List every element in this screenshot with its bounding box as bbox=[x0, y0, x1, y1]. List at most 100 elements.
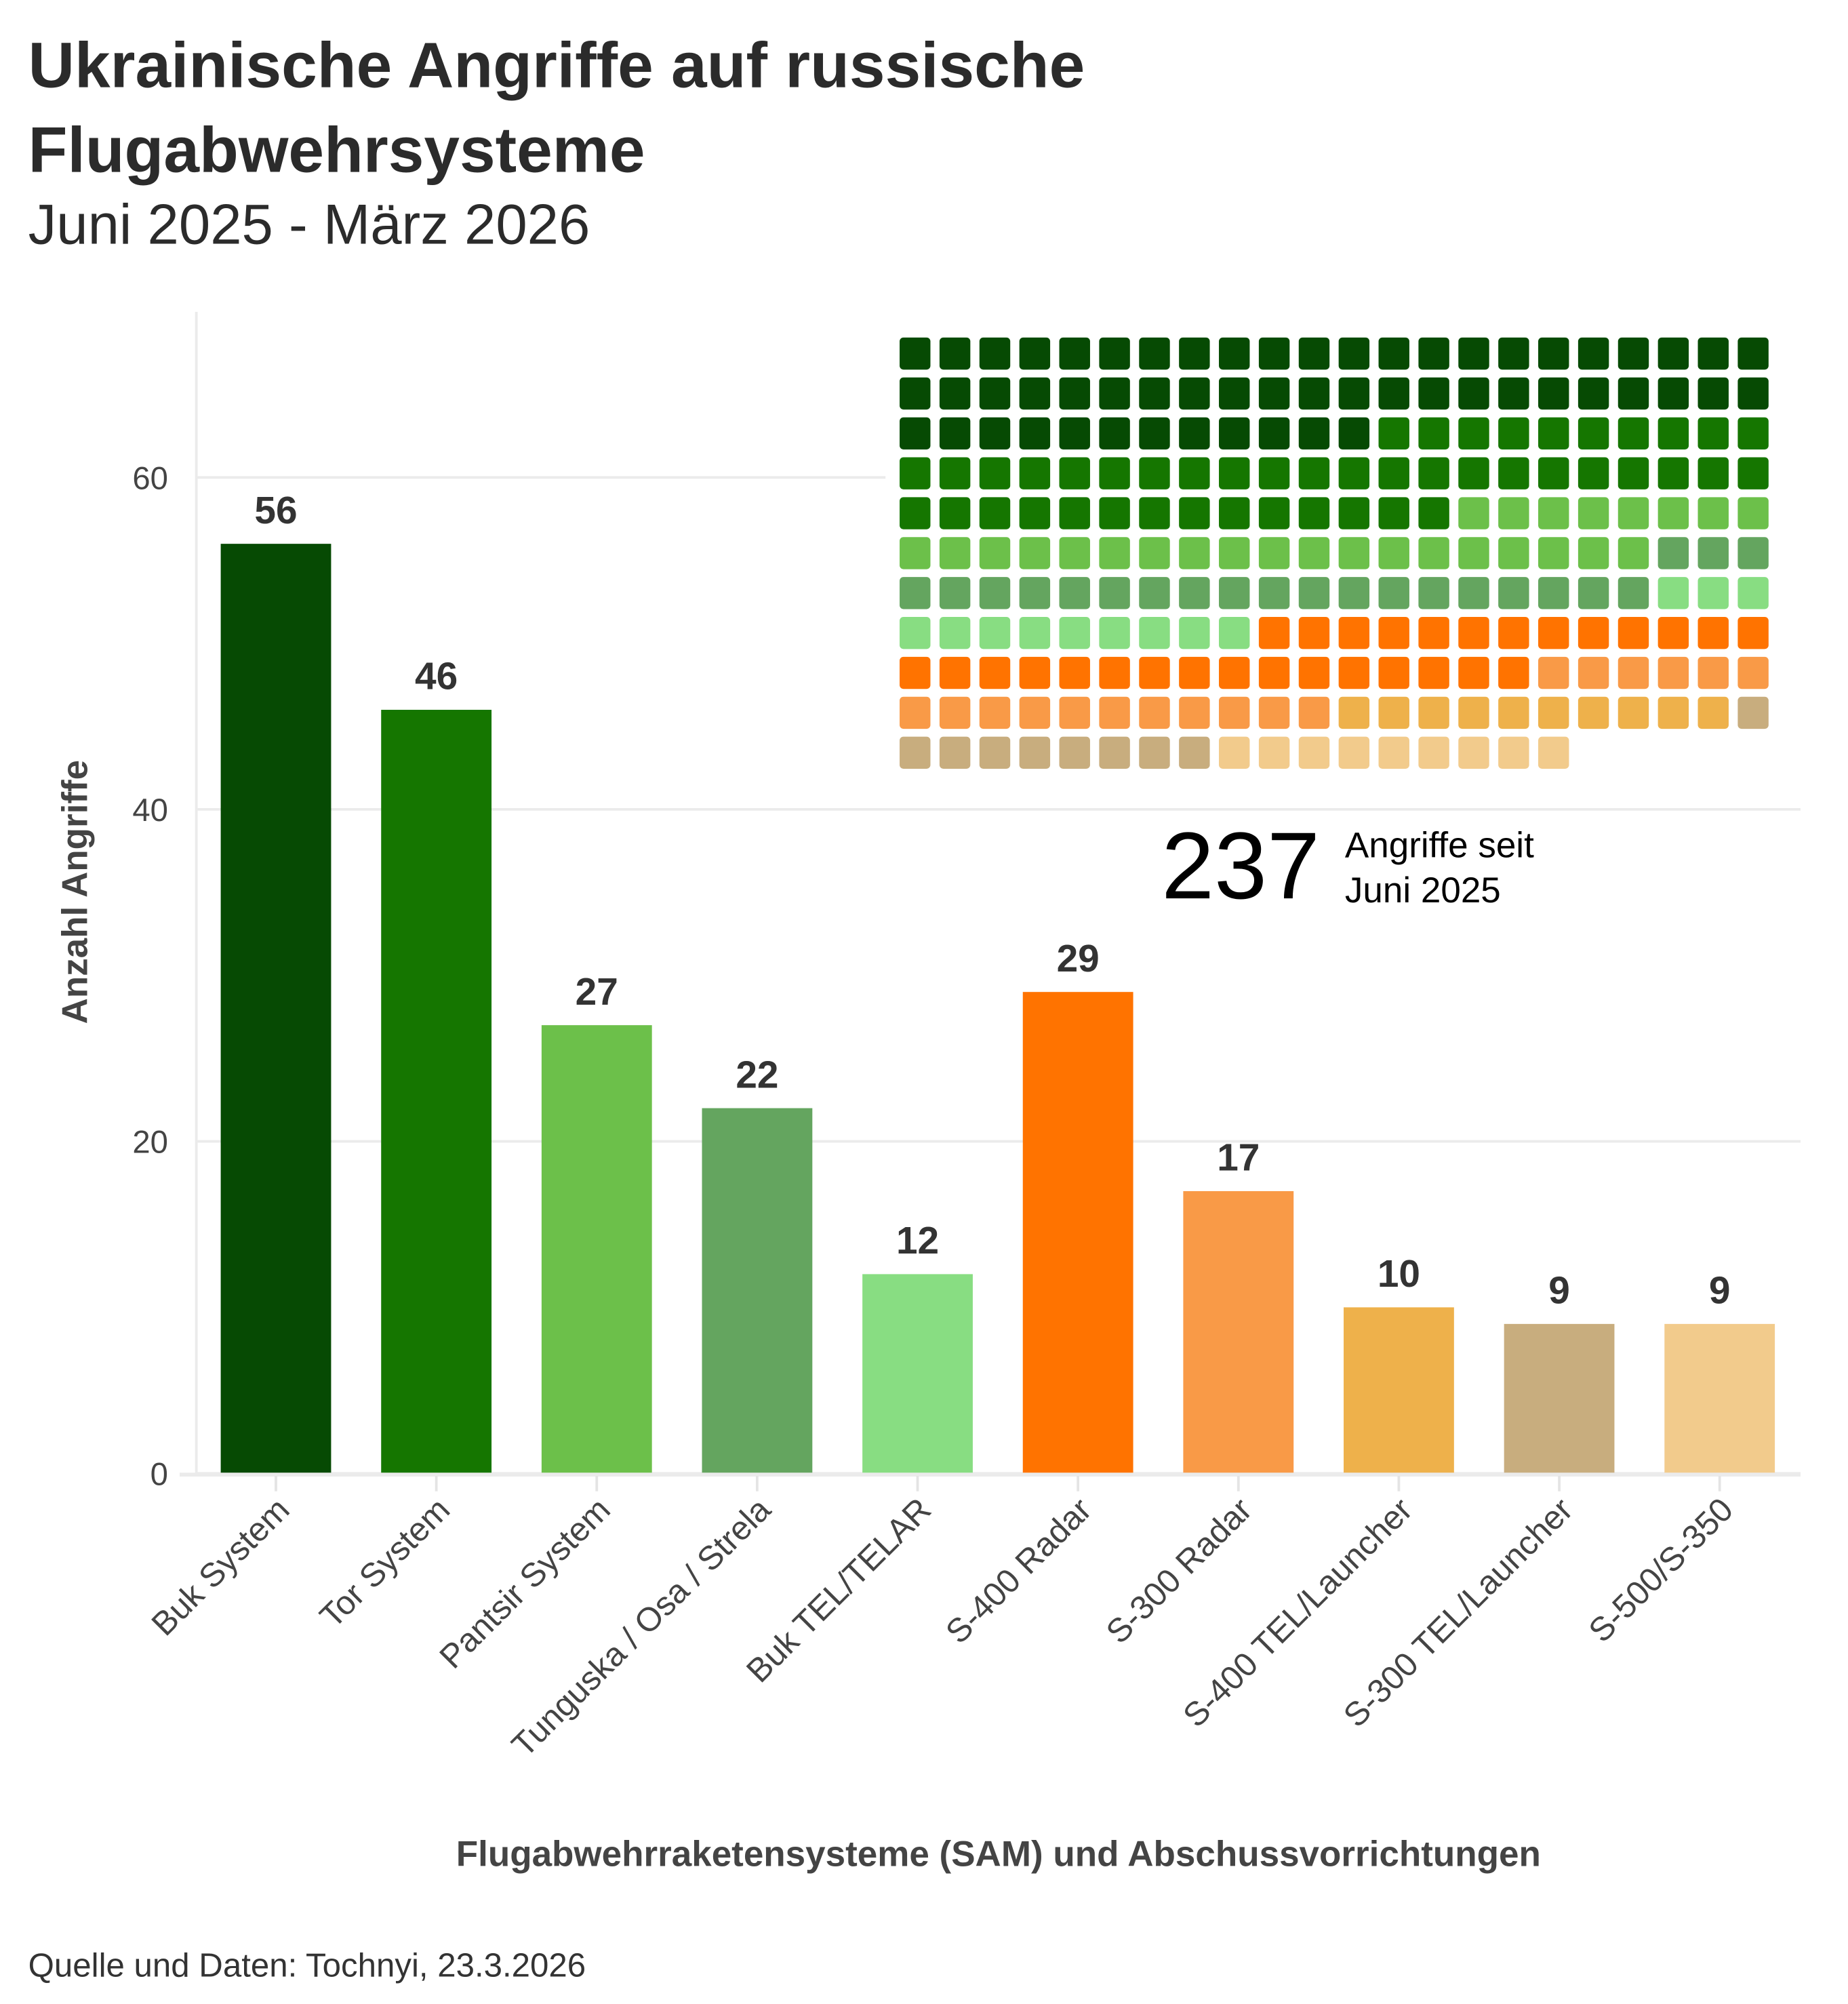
bars: 56 46 27 22 12 29 17 10 9 9 bbox=[220, 489, 1775, 1474]
waffle-cell bbox=[1179, 656, 1210, 689]
waffle-cell bbox=[1498, 377, 1529, 410]
waffle-cell bbox=[900, 696, 931, 729]
waffle-cell bbox=[1099, 616, 1130, 649]
waffle-cell bbox=[1578, 577, 1609, 609]
waffle-cell bbox=[1737, 537, 1769, 569]
waffle-cell bbox=[1498, 736, 1529, 769]
waffle-cell bbox=[900, 337, 931, 370]
waffle-cell bbox=[1099, 577, 1130, 609]
waffle-cell bbox=[900, 616, 931, 649]
waffle-cell bbox=[1498, 417, 1529, 449]
waffle-cell bbox=[1618, 337, 1649, 370]
waffle-cell bbox=[1258, 377, 1290, 410]
waffle-cell bbox=[1378, 696, 1409, 729]
x-axis-title: Flugabwehrraketensysteme (SAM) und Absch… bbox=[456, 1834, 1541, 1874]
waffle-cell bbox=[939, 337, 971, 370]
waffle-cell bbox=[900, 417, 931, 449]
waffle-cell bbox=[1179, 696, 1210, 729]
waffle-cell bbox=[1258, 696, 1290, 729]
waffle-cell bbox=[1458, 417, 1489, 449]
waffle-cell bbox=[1698, 417, 1729, 449]
waffle-cell bbox=[1498, 656, 1529, 689]
bar-0 bbox=[220, 544, 332, 1474]
waffle-cell bbox=[979, 616, 1011, 649]
waffle-cell bbox=[1418, 616, 1449, 649]
waffle-cell bbox=[1498, 337, 1529, 370]
total-count: 237 bbox=[1161, 812, 1320, 919]
waffle-cell bbox=[1658, 497, 1689, 529]
waffle-cell bbox=[1378, 537, 1409, 569]
waffle-cell bbox=[1219, 696, 1250, 729]
waffle-cell bbox=[1179, 417, 1210, 449]
waffle-cell bbox=[1298, 577, 1330, 609]
waffle-cell bbox=[1418, 696, 1449, 729]
waffle-cell bbox=[1219, 497, 1250, 529]
waffle-cell bbox=[1139, 377, 1170, 410]
waffle-cell bbox=[939, 616, 971, 649]
x-category-label: Buk System bbox=[144, 1491, 297, 1643]
waffle-cell bbox=[1498, 616, 1529, 649]
waffle-cell bbox=[1538, 497, 1569, 529]
waffle-cell bbox=[1258, 337, 1290, 370]
waffle-cell bbox=[1538, 696, 1569, 729]
waffle-cell bbox=[1298, 736, 1330, 769]
waffle-cell bbox=[1578, 656, 1609, 689]
waffle-cell bbox=[1179, 577, 1210, 609]
waffle-cell bbox=[900, 656, 931, 689]
waffle-cell bbox=[1179, 337, 1210, 370]
waffle-cell bbox=[900, 457, 931, 489]
waffle-cell bbox=[1059, 377, 1090, 410]
waffle-cell bbox=[1099, 497, 1130, 529]
waffle-cell bbox=[1418, 656, 1449, 689]
bar-value-label: 12 bbox=[896, 1220, 939, 1262]
waffle-cell bbox=[1139, 337, 1170, 370]
waffle-cell bbox=[1338, 537, 1370, 569]
total-caption-line-2: Juni 2025 bbox=[1345, 870, 1501, 910]
bar-value-label: 10 bbox=[1378, 1253, 1420, 1296]
waffle-cell bbox=[939, 537, 971, 569]
waffle-cell bbox=[1618, 537, 1649, 569]
waffle-cell bbox=[1698, 616, 1729, 649]
waffle-cell bbox=[1418, 417, 1449, 449]
waffle-cell bbox=[1139, 457, 1170, 489]
waffle-cell bbox=[1019, 696, 1051, 729]
waffle-cell bbox=[1498, 497, 1529, 529]
waffle-cell bbox=[1658, 577, 1689, 609]
waffle-chart bbox=[885, 321, 1802, 783]
waffle-cell bbox=[1179, 497, 1210, 529]
waffle-cell bbox=[1219, 577, 1250, 609]
bar-6 bbox=[1183, 1191, 1294, 1474]
waffle-cell bbox=[1258, 616, 1290, 649]
waffle-cell bbox=[1378, 417, 1409, 449]
waffle-cell bbox=[1298, 377, 1330, 410]
waffle-cell bbox=[1378, 457, 1409, 489]
waffle-cell bbox=[1019, 377, 1051, 410]
waffle-cell bbox=[1059, 537, 1090, 569]
waffle-cell bbox=[1059, 696, 1090, 729]
waffle-cell bbox=[1578, 417, 1609, 449]
bar-9 bbox=[1664, 1323, 1775, 1474]
waffle-cell bbox=[1019, 577, 1051, 609]
waffle-cell bbox=[1618, 616, 1649, 649]
waffle-cell bbox=[1298, 656, 1330, 689]
waffle-cell bbox=[1179, 377, 1210, 410]
waffle-cell bbox=[1458, 696, 1489, 729]
waffle-cell bbox=[1019, 736, 1051, 769]
waffle-cell bbox=[1498, 457, 1529, 489]
waffle-cell bbox=[1698, 337, 1729, 370]
waffle-cell bbox=[1658, 337, 1689, 370]
waffle-cell bbox=[1179, 616, 1210, 649]
waffle-cell bbox=[1458, 537, 1489, 569]
waffle-cell bbox=[1019, 457, 1051, 489]
waffle-cell bbox=[979, 577, 1011, 609]
waffle-cell bbox=[1099, 457, 1130, 489]
waffle-cell bbox=[1099, 736, 1130, 769]
waffle-cell bbox=[1019, 417, 1051, 449]
waffle-cell bbox=[1737, 497, 1769, 529]
waffle-cell bbox=[1538, 377, 1569, 410]
waffle-cell bbox=[1338, 696, 1370, 729]
waffle-cell bbox=[1418, 577, 1449, 609]
waffle-cell bbox=[1338, 616, 1370, 649]
waffle-cell bbox=[1658, 616, 1689, 649]
waffle-cell bbox=[1258, 736, 1290, 769]
